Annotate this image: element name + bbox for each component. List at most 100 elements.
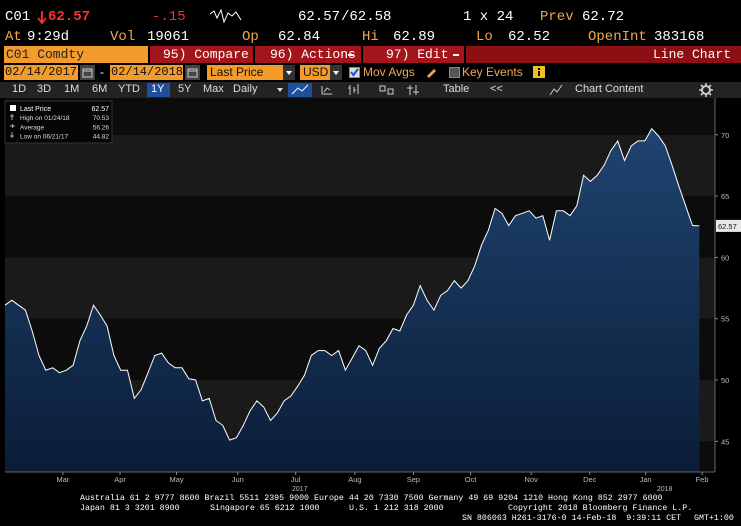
- compare-button[interactable]: 95) Compare: [163, 47, 249, 62]
- price-chart: 45 50 55 60 65 70 Mar Apr May Jun Jul Aug Sep Oct Nov D…: [4, 98, 741, 493]
- size: 1 x 24: [463, 9, 514, 25]
- x-tick-label: Nov: [525, 475, 539, 484]
- y-tick-label: 55: [721, 315, 729, 324]
- period-button[interactable]: YTD: [118, 83, 140, 95]
- x-tick-label: Feb: [696, 475, 709, 484]
- x-tick-label: Jan: [640, 475, 652, 484]
- field-dropdown[interactable]: [207, 65, 295, 80]
- x-tick-label: Sep: [407, 475, 420, 484]
- dropdown-arrow: [330, 65, 342, 80]
- net-change: -.15: [152, 9, 186, 25]
- legend-value: 62.57: [91, 106, 109, 113]
- calendar-icon[interactable]: [185, 65, 200, 80]
- y-tick-label: 60: [721, 253, 729, 262]
- edit-button[interactable]: 97) Edit: [386, 47, 449, 62]
- period-button[interactable]: 1D: [12, 83, 27, 95]
- price-tag: [716, 219, 741, 232]
- x-tick-label: Jun: [232, 475, 244, 484]
- dropdown-arrow: [277, 88, 283, 92]
- footer-japan: Japan 81 3 3201 8900: [80, 504, 180, 513]
- legend-value: 70.53: [93, 115, 110, 122]
- actions-button[interactable]: 96) Actions: [270, 47, 356, 62]
- footer-copyright: Copyright 2018 Bloomberg Finance L.P.: [508, 504, 693, 513]
- high-label: Hi: [362, 29, 379, 45]
- active-period-highlight: [147, 83, 170, 97]
- open-interest-value: 383168: [654, 29, 705, 45]
- info-icon[interactable]: [533, 66, 545, 78]
- last-price: 62.57: [48, 9, 91, 25]
- dropdown-mark: [348, 54, 354, 56]
- legend: Last Price 62.57 High on 01/24/18 70.53 Aver…: [4, 100, 113, 144]
- ticker: C01: [5, 9, 31, 25]
- separator: [361, 46, 363, 63]
- footer-singapore: Singapore 65 6212 1000: [210, 504, 320, 513]
- year-label: 2017: [292, 486, 308, 493]
- period-button[interactable]: 1M: [64, 83, 80, 95]
- vol-label: Vol: [110, 29, 136, 45]
- vol-value: 19061: [147, 29, 190, 45]
- price-line: [4, 127, 700, 441]
- collapse-button[interactable]: <<: [490, 83, 503, 95]
- calendar-icon[interactable]: [80, 65, 95, 80]
- x-tick-label: Apr: [114, 475, 126, 484]
- x-tick-label: Jul: [291, 475, 301, 484]
- legend-value: 44.82: [93, 134, 110, 141]
- y-tick-label: 65: [721, 192, 729, 201]
- period-button[interactable]: 6M: [92, 83, 108, 95]
- time-label: At: [5, 29, 22, 45]
- prev-value: 62.72: [582, 9, 625, 25]
- settings-gear[interactable]: [699, 83, 713, 97]
- legend-label: Last Price: [20, 106, 51, 113]
- sparkline-icon: [209, 8, 242, 24]
- period-button[interactable]: 1Y: [151, 83, 165, 95]
- separator: [253, 46, 255, 63]
- mov-avgs-checkbox[interactable]: [349, 67, 360, 78]
- pencil-icon[interactable]: [425, 66, 437, 78]
- ask: /62.58: [341, 9, 392, 25]
- footer-timezone: GMT+1:00: [694, 514, 734, 523]
- legend-label: Low on 06/21/17: [20, 134, 68, 141]
- dropdown-arrow: [283, 65, 295, 80]
- prev-label: Prev: [540, 9, 574, 25]
- high-value: 62.89: [393, 29, 436, 45]
- separator: [464, 46, 466, 63]
- footer-phones: Australia 61 2 9777 8600 Brazil 5511 239…: [80, 494, 663, 503]
- frequency-dropdown[interactable]: Daily: [233, 83, 258, 95]
- price-area: [5, 128, 700, 472]
- legend-symbol: [10, 124, 15, 128]
- table-button[interactable]: Table: [443, 83, 470, 95]
- end-date-input[interactable]: [110, 65, 183, 80]
- end-date: 02/14/2018: [111, 65, 184, 79]
- y-tick-label: 45: [721, 437, 729, 446]
- start-date: 02/14/2017: [5, 65, 78, 79]
- key-events-label: Key Events: [462, 65, 523, 79]
- x-tick-label: Dec: [583, 475, 597, 484]
- period-button[interactable]: 5Y: [178, 83, 192, 95]
- date-separator: -: [100, 65, 104, 79]
- currency: USD: [303, 65, 329, 79]
- chart-tool-icons[interactable]: [288, 82, 438, 98]
- bid: 62.57: [298, 9, 341, 25]
- x-tick-label: May: [169, 475, 183, 484]
- legend-swatch: [10, 105, 16, 111]
- y-tick-label: 70: [721, 131, 729, 140]
- view-bar: [466, 46, 741, 63]
- start-date-input[interactable]: [4, 65, 78, 80]
- x-tick-label: Aug: [348, 475, 361, 484]
- footer-us: U.S. 1 212 318 2000: [349, 504, 444, 513]
- chart-content-button[interactable]: Chart Content: [575, 83, 644, 95]
- legend-box: [4, 100, 113, 144]
- key-events-checkbox[interactable]: [449, 67, 460, 78]
- legend-value: 56.26: [93, 124, 110, 131]
- period-button[interactable]: 3D: [37, 83, 52, 95]
- price-tag-label: 62.57: [718, 222, 737, 231]
- security-box[interactable]: [4, 46, 148, 63]
- open-label: Op: [242, 29, 259, 45]
- mov-avgs-label: Mov Avgs: [363, 65, 415, 79]
- toolbar: [0, 82, 741, 98]
- period-button[interactable]: Max: [203, 83, 224, 95]
- year-label: 2018: [657, 486, 673, 493]
- open-interest-label: OpenInt: [588, 29, 647, 45]
- legend-symbol: [10, 114, 14, 120]
- legend-symbol: [10, 132, 14, 138]
